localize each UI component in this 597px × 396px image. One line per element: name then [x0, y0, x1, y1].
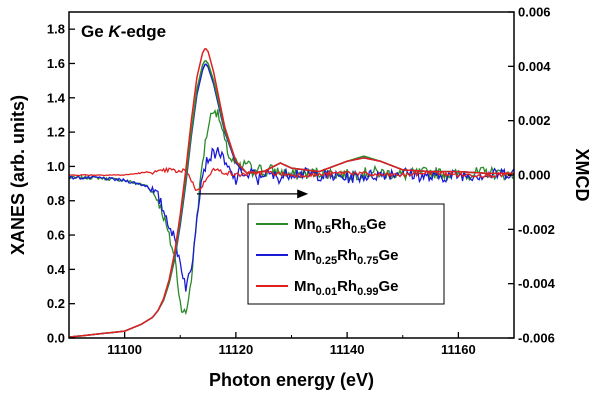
edge-annotation-prefix: Ge — [81, 22, 108, 41]
x-axis: 11100 11120 11140 11160 — [68, 332, 515, 357]
y-right-tick-label: -0.006 — [518, 331, 555, 346]
y-left-tick-label: 0.8 — [47, 193, 65, 208]
y-right-tick-label: 0.000 — [518, 168, 551, 183]
series-line-xmcd-4 — [69, 147, 514, 292]
x-tick-label: 11140 — [330, 342, 365, 357]
legend: Mn0.5Rh0.5Ge Mn0.25Rh0.75Ge Mn0.01Rh0.99Ge — [247, 203, 445, 305]
y-left-tick-label: 0.4 — [47, 262, 66, 277]
legend-entry-label: Mn0.25Rh0.75Ge — [294, 247, 399, 267]
x-tick-label: 11100 — [107, 342, 142, 357]
legend-entry-label: Mn0.5Rh0.5Ge — [294, 216, 386, 236]
series-line-xanes-2 — [69, 47, 513, 338]
y-right-tick-label: 0.002 — [518, 113, 551, 128]
x-tick-label: 11120 — [219, 342, 254, 357]
series-layer — [69, 47, 514, 338]
x-axis-title: Photon energy (eV) — [209, 370, 374, 390]
y-axis-left-title: XANES (arb. units) — [8, 95, 28, 255]
edge-annotation-suffix: -edge — [121, 22, 166, 41]
y-left-tick-label: 1.2 — [47, 125, 65, 140]
y-axis-right: -0.006 -0.004 -0.002 0.000 0.002 0.004 0.006 — [508, 5, 556, 346]
y-right-tick-label: 0.004 — [518, 59, 551, 74]
y-right-tick-label: 0.006 — [518, 5, 551, 20]
y-axis-right-title: XMCD — [572, 149, 592, 202]
edge-annotation-italic: K — [108, 22, 122, 41]
series-line-xmcd-5 — [69, 166, 514, 192]
y-axis-left: 0.0 0.2 0.4 0.6 0.8 1.0 1.2 1.4 1.6 1.8 — [47, 22, 75, 346]
y-left-tick-label: 1.4 — [47, 90, 66, 105]
legend-entry-label: Mn0.01Rh0.99Ge — [294, 278, 399, 298]
arrow-head — [297, 189, 309, 199]
y-left-tick-label: 1.6 — [47, 56, 65, 71]
edge-annotation: Ge K-edge — [81, 22, 166, 41]
y-right-tick-label: -0.004 — [518, 276, 556, 291]
y-left-tick-label: 0.2 — [47, 296, 65, 311]
y-left-tick-label: 0.0 — [47, 331, 65, 346]
y-left-tick-label: 0.6 — [47, 228, 65, 243]
energy-arrow — [196, 189, 309, 199]
y-left-tick-label: 1.8 — [47, 22, 65, 37]
y-left-tick-label: 1.0 — [47, 159, 65, 174]
y-right-tick-label: -0.002 — [518, 222, 555, 237]
x-tick-label: 11160 — [441, 342, 476, 357]
